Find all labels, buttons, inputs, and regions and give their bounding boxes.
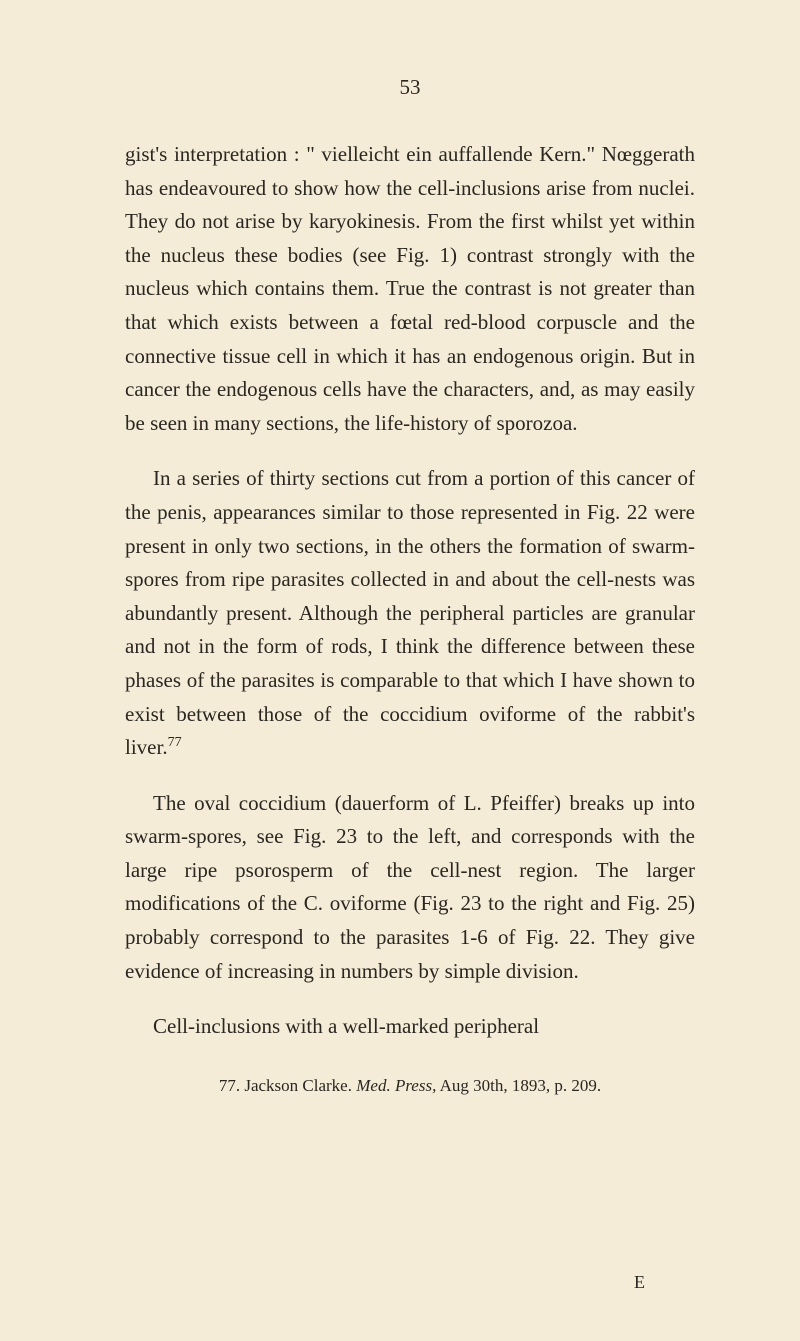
footnote-number: 77.	[219, 1076, 240, 1095]
paragraph-4: Cell-inclusions with a well-marked perip…	[125, 1010, 695, 1044]
paragraph-3: The oval coccidium (dauerform of L. Pfei…	[125, 787, 695, 989]
footnote-details: Aug 30th, 1893, p. 209.	[440, 1076, 602, 1095]
footnote-ref-77: 77	[168, 735, 182, 750]
footnote-author: Jackson Clarke.	[244, 1076, 352, 1095]
paragraph-2-text: In a series of thirty sections cut from …	[125, 466, 695, 759]
footnote: 77. Jackson Clarke. Med. Press, Aug 30th…	[125, 1076, 695, 1096]
paragraph-1: gist's interpretation : " vielleicht ein…	[125, 138, 695, 440]
paragraph-2: In a series of thirty sections cut from …	[125, 462, 695, 764]
footnote-journal: Med. Press,	[356, 1076, 436, 1095]
page-number: 53	[125, 75, 695, 100]
page-signature: E	[634, 1272, 645, 1293]
